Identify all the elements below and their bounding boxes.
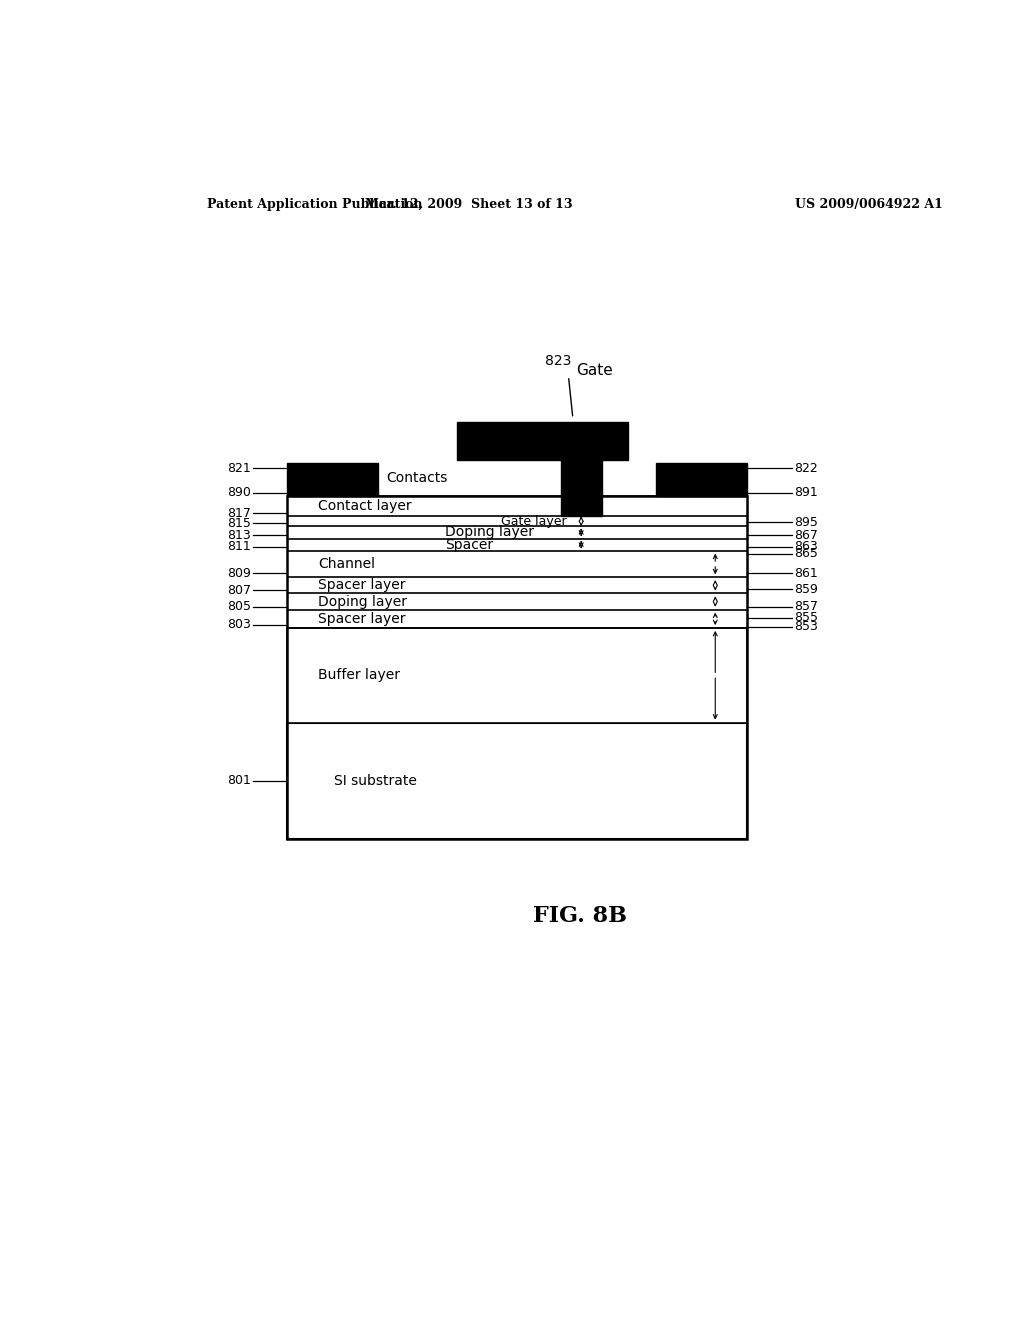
Text: 803: 803 bbox=[227, 619, 251, 631]
Text: Gate layer: Gate layer bbox=[501, 515, 566, 528]
Text: 805: 805 bbox=[227, 601, 251, 612]
Text: 821: 821 bbox=[227, 462, 251, 475]
Text: Contacts: Contacts bbox=[386, 471, 447, 484]
Text: Mar. 12, 2009  Sheet 13 of 13: Mar. 12, 2009 Sheet 13 of 13 bbox=[366, 198, 573, 211]
Text: Doping layer: Doping layer bbox=[318, 594, 408, 609]
Text: 891: 891 bbox=[795, 486, 818, 499]
Text: Gate: Gate bbox=[577, 363, 613, 379]
Text: 895: 895 bbox=[795, 516, 818, 529]
Text: Patent Application Publication: Patent Application Publication bbox=[207, 198, 423, 211]
Text: 811: 811 bbox=[227, 540, 251, 553]
Text: SI substrate: SI substrate bbox=[334, 774, 417, 788]
Text: 807: 807 bbox=[227, 583, 251, 597]
Text: 822: 822 bbox=[795, 462, 818, 475]
Text: 813: 813 bbox=[227, 529, 251, 543]
Text: Contact layer: Contact layer bbox=[318, 499, 412, 513]
Text: 801: 801 bbox=[227, 775, 251, 788]
Text: Doping layer: Doping layer bbox=[445, 525, 535, 540]
Bar bbox=[287, 496, 748, 840]
Text: Channel: Channel bbox=[318, 557, 376, 572]
Bar bbox=[287, 628, 748, 722]
Text: Spacer layer: Spacer layer bbox=[318, 578, 406, 593]
Bar bbox=[458, 421, 628, 461]
Text: 859: 859 bbox=[795, 583, 818, 595]
Text: 890: 890 bbox=[227, 486, 251, 499]
Text: US 2009/0064922 A1: US 2009/0064922 A1 bbox=[795, 198, 942, 211]
Bar bbox=[287, 463, 378, 496]
Text: 823: 823 bbox=[545, 354, 571, 368]
Text: 817: 817 bbox=[227, 507, 251, 520]
Text: Spacer: Spacer bbox=[445, 537, 494, 552]
Bar bbox=[560, 459, 602, 516]
Text: FIG. 8B: FIG. 8B bbox=[534, 904, 628, 927]
Text: 815: 815 bbox=[227, 517, 251, 529]
Text: 855: 855 bbox=[795, 611, 818, 624]
Text: 809: 809 bbox=[227, 566, 251, 579]
Text: 863: 863 bbox=[795, 540, 818, 553]
Text: 853: 853 bbox=[795, 620, 818, 634]
Text: 861: 861 bbox=[795, 566, 818, 579]
Bar bbox=[287, 722, 748, 840]
Text: 865: 865 bbox=[795, 548, 818, 560]
Text: Buffer layer: Buffer layer bbox=[318, 668, 400, 682]
Text: Spacer layer: Spacer layer bbox=[318, 612, 406, 626]
Text: 867: 867 bbox=[795, 529, 818, 543]
Bar bbox=[655, 463, 748, 496]
Text: 857: 857 bbox=[795, 601, 818, 612]
